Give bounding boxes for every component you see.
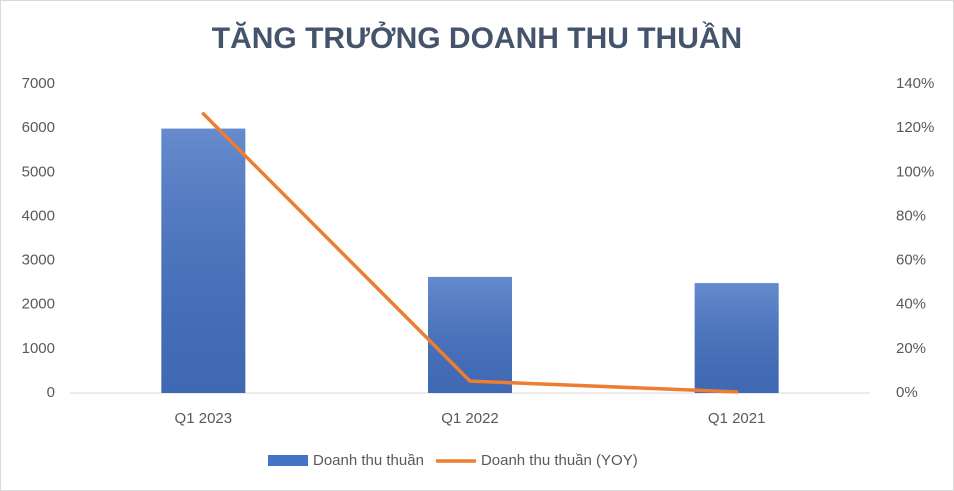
chart-title: TĂNG TRƯỞNG DOANH THU THUẦN (212, 21, 742, 55)
y2-tick-label: 100% (896, 163, 934, 180)
y-tick-label: 2000 (22, 296, 55, 313)
y2-tick-label: 40% (896, 296, 926, 313)
y2-tick-label: 80% (896, 207, 926, 224)
legend-label: Doanh thu thuần (YOY) (481, 452, 638, 469)
x-tick-label: Q1 2021 (708, 410, 766, 427)
y-tick-label: 6000 (22, 119, 55, 136)
y-tick-label: 1000 (22, 340, 55, 357)
bar-shade (694, 283, 779, 393)
x-tick-label: Q1 2023 (175, 410, 233, 427)
y2-tick-label: 20% (896, 340, 926, 357)
legend-label: Doanh thu thuần (313, 452, 424, 469)
line (201, 112, 739, 394)
y-tick-label: 5000 (22, 163, 55, 180)
x-tick-label: Q1 2022 (441, 410, 499, 427)
y-tick-label: 3000 (22, 252, 55, 269)
y2-tick-label: 0% (896, 384, 918, 401)
y2-tick-label: 120% (896, 119, 934, 136)
y-tick-label: 4000 (22, 207, 55, 224)
y2-tick-label: 60% (896, 252, 926, 269)
y-tick-label: 7000 (22, 75, 55, 92)
bar-shade (161, 128, 246, 393)
y2-tick-label: 140% (896, 75, 934, 92)
legend-swatch (268, 455, 308, 466)
bar-shade (428, 276, 512, 393)
y-tick-label: 0 (47, 384, 55, 401)
